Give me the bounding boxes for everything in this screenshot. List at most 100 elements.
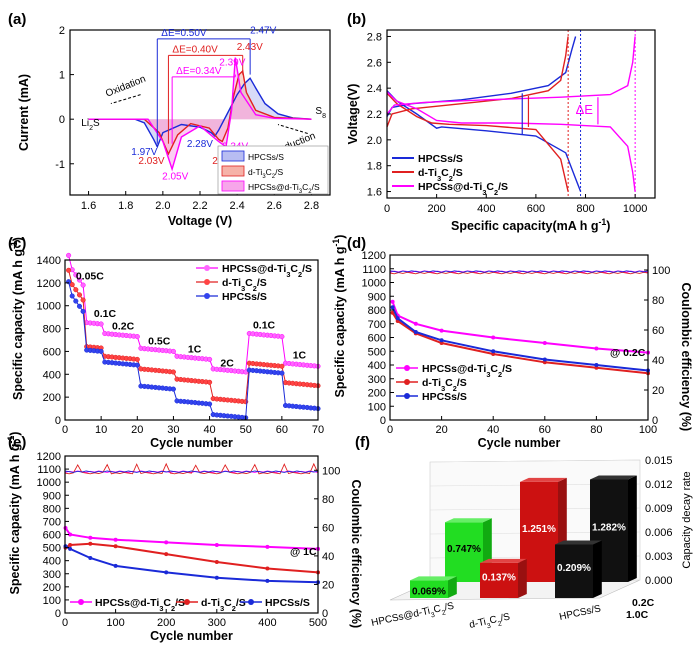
rate-legend-label: HPCSs/S	[222, 291, 267, 303]
rate-xtick-label: 50	[240, 424, 252, 436]
cyc1-capacity-line-1	[65, 542, 319, 574]
rate-c-label: 0.5C	[148, 336, 171, 348]
rate-point	[279, 370, 285, 376]
cv-legend-label: HPCSs@d-Ti3C2/S	[248, 182, 320, 195]
gcd-legend-label: HPCSs@d-Ti3C2/S	[418, 181, 508, 197]
rate-point	[80, 308, 86, 314]
panel-label-a: (a)	[8, 11, 26, 28]
rate-xtick-label: 20	[131, 424, 143, 436]
rate-c-label: 0.2C	[112, 321, 135, 333]
cyc02-rate: @ 0.2C	[610, 347, 646, 359]
cyc1-ytick-label: 1100	[37, 464, 61, 476]
cv-delta-label: ΔE=0.50V	[161, 28, 207, 39]
gcd-ytick-label: 2.0	[367, 135, 382, 147]
cv-fill-0	[88, 78, 312, 147]
gcd-ylabel: Voltage(V)	[346, 84, 360, 145]
bar3d-ytick-label: 0.006	[645, 527, 673, 539]
bar3d-front-2-side	[593, 540, 602, 598]
gcd-xtick-label: 400	[477, 203, 495, 215]
rate-xtick-label: 0	[62, 424, 68, 436]
rate-ytick-label: 800	[43, 324, 61, 336]
cyc1-ytick-label: 700	[43, 516, 61, 528]
cv-red-arrow	[277, 124, 308, 134]
rate-xtick-label: 30	[167, 424, 179, 436]
cyc1-capacity-point	[88, 535, 93, 540]
cv-legend-swatch	[221, 180, 245, 192]
cyc02-capacity-point	[594, 365, 599, 370]
rate-point	[207, 379, 213, 385]
cyc02-xtick-label: 0	[387, 424, 393, 436]
bar3d-back-1-front	[520, 481, 558, 582]
rate-frame	[64, 259, 319, 421]
bar3d-front-1-front	[480, 562, 518, 598]
cv-curve-2	[88, 57, 312, 172]
gcd-xtick-label: 600	[527, 203, 545, 215]
bar3d-depth-label: 0.2C	[632, 597, 655, 609]
rate-point	[76, 292, 83, 298]
cyc1-capacity-line-0	[64, 527, 319, 550]
bar3d-front-0-front	[410, 580, 448, 598]
cyc1-capacity-point	[88, 556, 93, 560]
cyc1-y2tick-label: 80	[322, 494, 334, 506]
bar3d-category-label: HPCSs/S	[558, 603, 602, 623]
cyc02-y2tick-label: 100	[652, 265, 670, 277]
rate-ytick-label: 400	[43, 369, 61, 381]
cyc1-ytick-label: 800	[43, 503, 61, 515]
cyc02-ytick-label: 500	[368, 346, 386, 358]
cyc1-ytick-label: 0	[55, 608, 61, 620]
cv-ytick-label: -1	[55, 159, 65, 171]
rate-point	[170, 369, 176, 375]
cyc02-capacity-point	[439, 328, 444, 333]
panel-label-e: (e)	[8, 434, 26, 451]
cyc1-y2tick-label: 0	[322, 608, 328, 620]
cyc02-xtick-label: 80	[590, 424, 602, 436]
gcd-ytick-label: 1.8	[367, 161, 382, 173]
bar3d-back-0-front	[445, 522, 483, 582]
rate-point	[134, 362, 140, 368]
cyc1-frame	[64, 455, 319, 614]
bar3d-front-2-top	[555, 540, 602, 545]
cyc02-ytick-label: 400	[368, 360, 386, 372]
cv-li2s: Li2S	[81, 118, 100, 132]
cyc02-ytick-label: 700	[368, 319, 386, 331]
bar3d-ytick-label: 0.015	[645, 455, 673, 467]
bar3d-back-1-top	[520, 477, 567, 482]
bar3d-back-2-value: 1.282%	[592, 523, 626, 534]
rate-point	[170, 386, 176, 392]
bar3d-front-1-value: 0.137%	[482, 572, 516, 583]
rate-point	[73, 298, 79, 304]
rate-xtick-label: 40	[203, 424, 215, 436]
cv-xtick-label: 2.8	[304, 200, 319, 212]
cyc02-xtick-label: 60	[539, 424, 551, 436]
gcd-curve-1	[386, 90, 582, 192]
bar3d-back-2-top	[590, 475, 637, 480]
gcd-xtick-label: 1000	[623, 203, 647, 215]
cyc02-ytick-label: 0	[380, 415, 386, 427]
gcd-curve-3	[386, 92, 569, 192]
bar3d-gridline	[429, 459, 641, 463]
cyc1-xtick-label: 100	[106, 617, 124, 629]
cyc02-ytick-label: 300	[368, 374, 386, 386]
cyc1-legend-label: d-Ti3C2/S	[201, 597, 246, 613]
cyc1-capacity-point	[265, 566, 270, 571]
bar3d-front-0-value: 0.069%	[412, 586, 446, 597]
bar3d-ytick-label: 0.012	[645, 479, 673, 491]
bar3d-category-label: d-Ti3C2/S	[468, 612, 512, 634]
cyc1-capacity-point	[265, 544, 270, 549]
cyc02-legend-label: d-Ti3C2/S	[422, 377, 467, 393]
bar3d-back-0-value: 0.747%	[447, 544, 481, 555]
cv-peak-228: 2.28V	[187, 139, 213, 150]
cyc1-ytick-label: 400	[43, 556, 61, 568]
gcd-ytick-label: 1.6	[367, 187, 382, 199]
cyc02-ytick-label: 900	[368, 291, 386, 303]
cyc1-capacity-point	[265, 578, 270, 583]
gcd-curve-5	[386, 91, 636, 192]
rate-point	[76, 277, 83, 283]
cyc02-xtick-label: 100	[639, 424, 657, 436]
panel-label-c: (c)	[8, 235, 26, 252]
cv-xtick-label: 1.6	[81, 200, 96, 212]
cyc02-capacity-line-2	[391, 306, 649, 372]
gcd-legend-label: HPCSs/S	[418, 153, 463, 165]
rate-c-label: 0.1C	[253, 320, 276, 332]
